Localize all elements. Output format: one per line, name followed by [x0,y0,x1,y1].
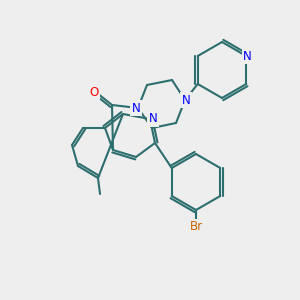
Text: Br: Br [189,220,203,233]
Text: N: N [148,112,158,125]
Text: N: N [182,94,190,106]
Text: N: N [243,50,252,62]
Text: O: O [89,86,99,100]
Text: N: N [132,101,140,115]
